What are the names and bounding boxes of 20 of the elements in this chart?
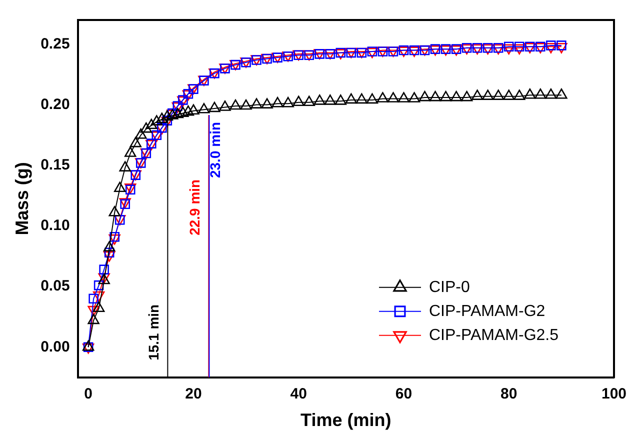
legend-label: CIP-0 — [429, 278, 470, 296]
y-tick-label: 0.25 — [40, 35, 70, 52]
x-tick-label: 40 — [290, 386, 307, 403]
x-tick-label: 60 — [395, 386, 412, 403]
y-axis-title: Mass (g) — [12, 162, 32, 236]
x-tick-label: 100 — [601, 386, 627, 403]
x-tick-label: 0 — [84, 386, 92, 403]
ref-line-label: 22.9 min — [186, 179, 203, 236]
y-tick-label: 0.00 — [40, 338, 70, 356]
y-tick-label: 0.20 — [40, 96, 70, 113]
legend-label: CIP-PAMAM-G2 — [429, 302, 546, 320]
ref-line-label: 23.0 min — [207, 122, 224, 178]
y-tick-label: 0.05 — [40, 278, 70, 295]
ref-line-label: 15.1 min — [146, 304, 162, 360]
x-tick-label: 20 — [185, 386, 202, 403]
x-tick-label: 80 — [500, 386, 518, 403]
x-axis-title: Time (min) — [300, 410, 392, 430]
y-tick-label: 0.10 — [40, 217, 70, 234]
y-tick-label: 0.15 — [40, 156, 70, 174]
legend-label: CIP-PAMAM-G2.5 — [429, 326, 559, 344]
